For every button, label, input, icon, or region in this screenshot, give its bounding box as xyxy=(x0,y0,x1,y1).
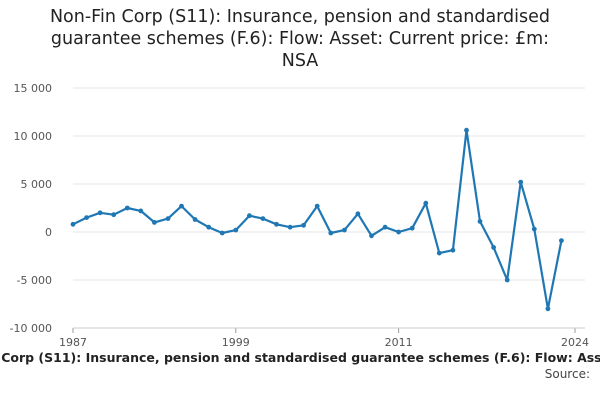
data-point[interactable] xyxy=(450,247,456,253)
data-point[interactable] xyxy=(355,211,361,217)
data-point[interactable] xyxy=(491,245,496,250)
data-point[interactable] xyxy=(436,250,442,256)
y-tick-label: -5 000 xyxy=(17,274,52,287)
chart-title-line-2: guarantee schemes (F.6): Flow: Asset: Cu… xyxy=(50,29,550,49)
y-tick-label: 15 000 xyxy=(14,82,53,95)
series-points xyxy=(70,127,564,312)
footer-series-name: Non-Fin Corp (S11): Insurance, pension a… xyxy=(0,350,600,365)
data-point[interactable] xyxy=(84,215,89,221)
data-point[interactable] xyxy=(545,306,551,312)
chart-title-line-3: NSA xyxy=(281,51,319,71)
data-point[interactable] xyxy=(559,238,564,244)
y-axis-ticks: 15 000 10 000 5 000 0 -5 000 -10 000 xyxy=(10,82,52,335)
footer-source: Source: xyxy=(544,367,590,381)
data-point[interactable] xyxy=(342,227,347,233)
data-point[interactable] xyxy=(70,221,76,227)
y-tick-label: 5 000 xyxy=(21,178,53,191)
chart-title: Non-Fin Corp (S11): Insurance, pension a… xyxy=(0,6,600,72)
data-point[interactable] xyxy=(124,205,130,211)
data-point[interactable] xyxy=(179,203,184,209)
series-line xyxy=(72,129,563,310)
data-point[interactable] xyxy=(477,219,483,224)
y-tick-label: 10 000 xyxy=(14,130,53,143)
data-point[interactable] xyxy=(206,224,212,230)
data-point[interactable] xyxy=(138,208,144,214)
x-tick-label: 2011 xyxy=(385,336,413,349)
data-point[interactable] xyxy=(423,200,429,206)
data-point[interactable] xyxy=(111,212,117,218)
data-point[interactable] xyxy=(314,203,320,209)
data-point[interactable] xyxy=(382,224,388,230)
data-point[interactable] xyxy=(531,226,537,232)
data-point[interactable] xyxy=(396,229,401,235)
data-point[interactable] xyxy=(152,220,157,225)
x-tick-label: 2024 xyxy=(561,336,589,349)
data-point[interactable] xyxy=(409,225,415,231)
data-point[interactable] xyxy=(504,277,510,283)
y-tick-label: -10 000 xyxy=(10,322,52,335)
x-tick-label: 1999 xyxy=(222,336,250,349)
data-point[interactable] xyxy=(97,210,103,216)
data-point[interactable] xyxy=(518,179,524,185)
data-point[interactable] xyxy=(192,217,198,222)
data-point[interactable] xyxy=(369,233,374,239)
x-axis-ticks: 1987 1999 2011 2024 xyxy=(59,328,589,349)
data-point[interactable] xyxy=(219,230,225,236)
data-point[interactable] xyxy=(247,213,252,219)
y-tick-label: 0 xyxy=(45,226,52,239)
data-point[interactable] xyxy=(260,216,266,222)
data-point[interactable] xyxy=(464,127,469,133)
data-point[interactable] xyxy=(165,216,171,222)
gridlines xyxy=(73,87,585,329)
data-point[interactable] xyxy=(287,224,293,230)
x-tick-label: 1987 xyxy=(59,336,87,349)
data-point[interactable] xyxy=(328,230,334,236)
chart-title-line-1: Non-Fin Corp (S11): Insurance, pension a… xyxy=(49,7,551,27)
data-point[interactable] xyxy=(274,221,279,227)
data-point[interactable] xyxy=(301,222,306,228)
data-point[interactable] xyxy=(233,227,239,233)
